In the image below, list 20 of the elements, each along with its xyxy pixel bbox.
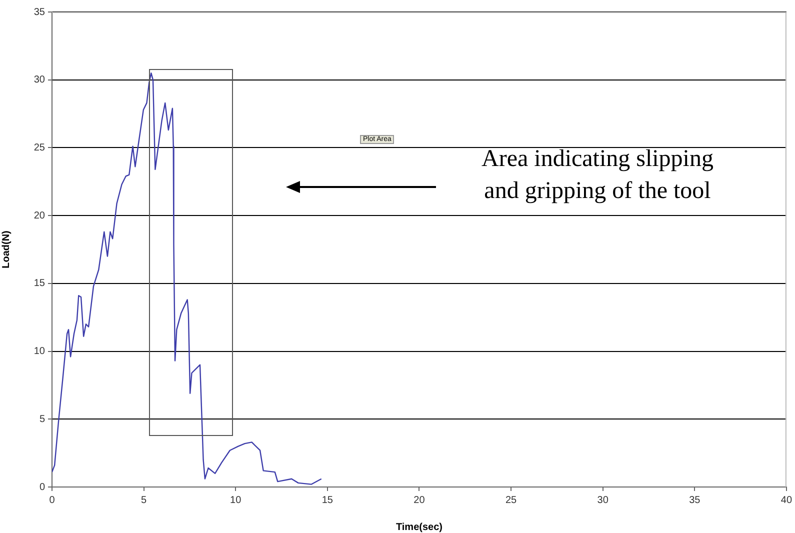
x-tick-label: 35: [689, 494, 701, 506]
y-tick-label: 25: [34, 142, 46, 154]
x-tick-label: 5: [141, 494, 148, 506]
x-tick-label: 10: [230, 494, 242, 506]
y-tick-label: 5: [39, 414, 46, 425]
x-tick-label: 30: [597, 494, 609, 506]
y-tick-label: 35: [34, 6, 46, 18]
y-tick-label: 30: [34, 74, 46, 86]
x-axis-title: Time(sec): [396, 522, 442, 533]
x-tick-label: 15: [322, 494, 334, 506]
x-tick-label: 0: [49, 494, 56, 506]
x-tick-label: 40: [780, 494, 792, 506]
annotation: Area indicating slipping and gripping of the tool: [480, 145, 714, 206]
y-tick-label: 15: [34, 278, 46, 290]
y-tick-label: 20: [34, 210, 46, 222]
y-axis-title: Load(N): [0, 230, 12, 268]
x-tick-label: 25: [505, 494, 518, 506]
y-tick-label: 0: [39, 482, 46, 493]
y-tick-label: 10: [34, 346, 46, 358]
x-tick-label: 20: [414, 494, 426, 506]
